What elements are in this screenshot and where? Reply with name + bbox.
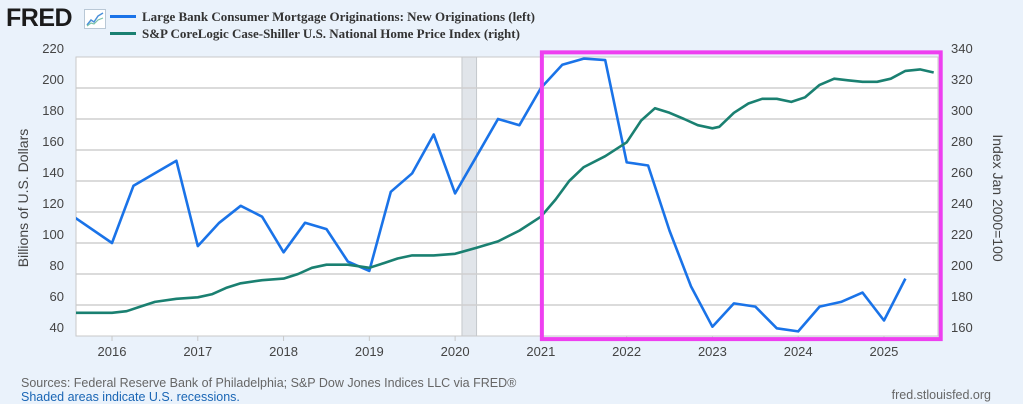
y-tick-left: 140: [42, 165, 64, 180]
x-tick-label: 2016: [97, 344, 127, 359]
x-tick-label: 2020: [440, 344, 470, 359]
y-tick-right: 340: [951, 41, 973, 56]
x-tick-label: 2025: [869, 344, 899, 359]
recessions-note-link[interactable]: Shaded areas indicate U.S. recessions.: [21, 390, 240, 404]
legend-item-mortgage-originations: Large Bank Consumer Mortgage Origination…: [110, 8, 535, 25]
highlight-box: [539, 50, 943, 342]
sources-text: Sources: Federal Reserve Bank of Philade…: [21, 376, 517, 390]
chart-footer: Sources: Federal Reserve Bank of Philade…: [21, 376, 516, 404]
legend-swatch-blue: [110, 15, 136, 18]
fred-logo-text: FRED: [6, 4, 73, 32]
x-tick-label: 2021: [526, 344, 556, 359]
y-tick-left: 220: [42, 41, 64, 56]
site-url[interactable]: fred.stlouisfed.org: [891, 388, 991, 402]
y-tick-left: 40: [49, 320, 64, 335]
y-tick-right: 180: [951, 289, 973, 304]
x-tick-label: 2018: [269, 344, 299, 359]
x-tick-label: 2023: [697, 344, 727, 359]
chart-legend: Large Bank Consumer Mortgage Origination…: [110, 8, 535, 42]
y-tick-left: 100: [42, 227, 64, 242]
x-tick-label: 2017: [183, 344, 213, 359]
legend-swatch-green: [110, 32, 136, 35]
y-tick-left: 160: [42, 134, 64, 149]
y-tick-right: 240: [951, 196, 973, 211]
chart-line-icon: [84, 9, 106, 29]
x-tick-label: 2019: [354, 344, 384, 359]
y-tick-right: 300: [951, 103, 973, 118]
y-tick-right: 200: [951, 258, 973, 273]
y-tick-right: 320: [951, 72, 973, 87]
plot-border: [75, 56, 939, 337]
legend-label: Large Bank Consumer Mortgage Origination…: [142, 9, 535, 24]
plot-area: [76, 57, 938, 336]
y-tick-right: 260: [951, 165, 973, 180]
series-line-home-price-index[interactable]: [69, 68, 934, 315]
x-tick-label: 2024: [783, 344, 813, 359]
legend-label: S&P CoreLogic Case-Shiller U.S. National…: [142, 26, 520, 41]
y-tick-right: 280: [951, 134, 973, 149]
legend-item-home-price-index: S&P CoreLogic Case-Shiller U.S. National…: [110, 25, 535, 42]
y-tick-left: 180: [42, 103, 64, 118]
recession-band: [461, 56, 478, 337]
y-tick-right: 160: [951, 320, 973, 335]
x-tick-label: 2022: [612, 344, 642, 359]
y-tick-right: 220: [951, 227, 973, 242]
y-tick-left: 120: [42, 196, 64, 211]
y-tick-left: 60: [49, 289, 64, 304]
y-tick-left: 80: [49, 258, 64, 273]
fred-logo[interactable]: FRED: [6, 4, 73, 33]
y-tick-left: 200: [42, 72, 64, 87]
